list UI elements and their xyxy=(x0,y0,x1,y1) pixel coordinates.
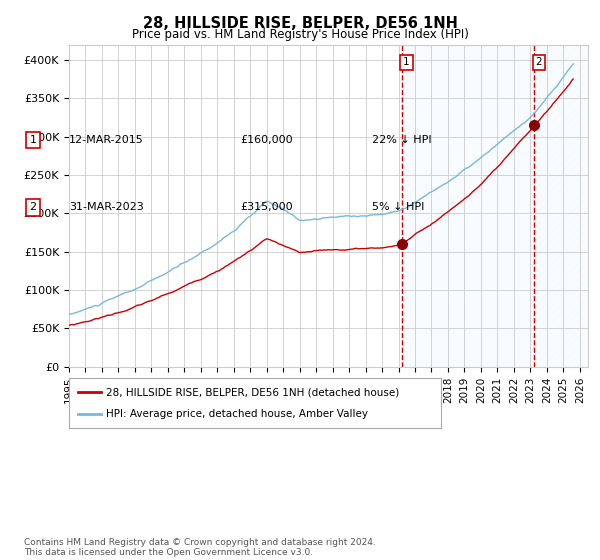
Bar xyxy=(534,45,600,367)
Text: Price paid vs. HM Land Registry's House Price Index (HPI): Price paid vs. HM Land Registry's House … xyxy=(131,28,469,41)
Text: 1: 1 xyxy=(29,135,37,145)
Text: Contains HM Land Registry data © Crown copyright and database right 2024.
This d: Contains HM Land Registry data © Crown c… xyxy=(24,538,376,557)
Text: 2: 2 xyxy=(29,202,37,212)
Text: 22% ↓ HPI: 22% ↓ HPI xyxy=(372,135,431,145)
Bar xyxy=(401,45,534,367)
Text: 28, HILLSIDE RISE, BELPER, DE56 1NH: 28, HILLSIDE RISE, BELPER, DE56 1NH xyxy=(143,16,457,31)
Text: 5% ↓ HPI: 5% ↓ HPI xyxy=(372,202,424,212)
Text: HPI: Average price, detached house, Amber Valley: HPI: Average price, detached house, Ambe… xyxy=(106,409,368,419)
Text: 2: 2 xyxy=(536,58,542,67)
Text: £315,000: £315,000 xyxy=(240,202,293,212)
Text: 12-MAR-2015: 12-MAR-2015 xyxy=(69,135,144,145)
Text: 28, HILLSIDE RISE, BELPER, DE56 1NH (detached house): 28, HILLSIDE RISE, BELPER, DE56 1NH (det… xyxy=(106,387,400,397)
Text: 31-MAR-2023: 31-MAR-2023 xyxy=(69,202,144,212)
Text: 1: 1 xyxy=(403,58,410,67)
Text: £160,000: £160,000 xyxy=(240,135,293,145)
